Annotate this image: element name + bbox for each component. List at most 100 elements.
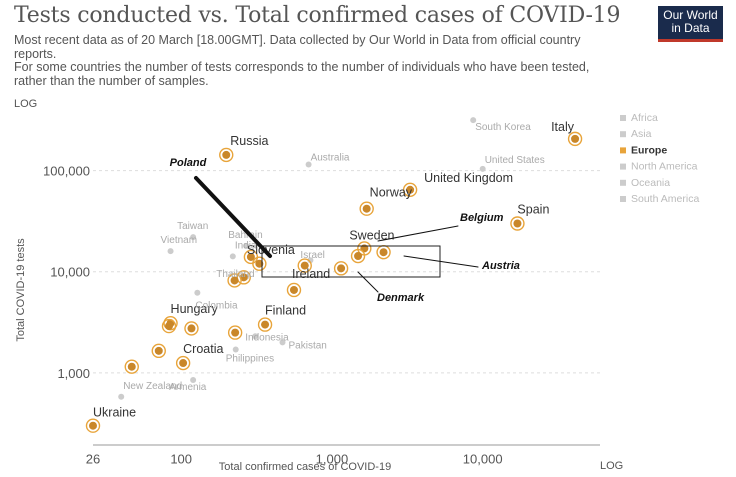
label-thailand-32: Thailand (216, 269, 254, 280)
y-tick-1-000: 1,000 (57, 366, 90, 381)
legend-item-oceania: Oceania (631, 177, 670, 189)
point-europe-unlabelled-14 (230, 276, 239, 285)
point-ring-norway-3 (359, 201, 374, 216)
point-taiwan-27 (190, 234, 197, 241)
legend-item-europe: Europe (631, 144, 667, 156)
y-tick-10-000: 10,000 (50, 265, 90, 280)
point-ring-italy-0 (567, 131, 583, 147)
legend-swatch-oceania (620, 179, 626, 186)
x-axis-label: Total confirmed cases of COVID-19 (219, 461, 391, 473)
annotation-poland: Poland (170, 157, 207, 169)
label-new-zealand-38: New Zealand (123, 381, 182, 392)
label-russia-1: Russia (230, 134, 268, 148)
logo-line-2: in Data (671, 21, 710, 35)
x-tick-10-000: 10,000 (463, 452, 503, 467)
point-colombia-33 (194, 289, 201, 296)
point-norway-3 (362, 204, 371, 213)
label-united-kingdom-2: United Kingdom (424, 171, 513, 185)
legend-swatch-north-america (620, 163, 626, 170)
point-ring-ireland-12 (286, 282, 302, 298)
label-armenia-37: Armenia (169, 382, 207, 393)
chart-title: Tests conducted vs. Total confirmed case… (14, 3, 621, 28)
label-vietnam-28: Vietnam (161, 235, 198, 246)
chart-subtitle: Most recent data as of 20 March [18.00GM… (14, 33, 614, 88)
annotation-arrow-poland (194, 176, 272, 258)
point-india-29 (229, 253, 236, 260)
europe-points (85, 131, 583, 433)
logo-line-1: Our World (663, 8, 718, 22)
point-ring-europe-unlabelled-13 (236, 270, 251, 285)
y-axis-label: Total COVID-19 tests (15, 238, 27, 342)
point-ring-ukraine-23 (85, 418, 101, 433)
point-vietnam-28 (167, 248, 174, 255)
annotations: Poland Belgium Austria Denmark (170, 157, 520, 304)
point-europe-unlabelled-16 (231, 328, 240, 337)
point-ring-belgium-7 (350, 248, 366, 264)
annotation-belgium: Belgium (460, 212, 504, 224)
label-croatia-21: Croatia (183, 342, 223, 356)
point-ring-spain-4 (510, 216, 525, 231)
point-ring-croatia-21 (175, 355, 191, 371)
legend[interactable]: Africa Asia Europe North America Oceania Sout… (620, 112, 699, 205)
point-ring-europe-unlabelled-19 (184, 321, 199, 336)
label-sweden-5: Sweden (349, 228, 394, 242)
point-finland-15 (261, 320, 270, 329)
point-ring-united-kingdom-2 (402, 182, 418, 198)
point-europe-unlabelled-22 (127, 362, 136, 371)
point-europe-unlabelled-20 (154, 346, 163, 355)
point-russia-1 (222, 150, 231, 159)
point-ring-finland-15 (257, 317, 273, 332)
label-ireland-12: Ireland (292, 267, 330, 281)
point-denmark-8 (337, 264, 346, 273)
label-south-korea-24: South Korea (475, 122, 531, 133)
point-ring-europe-unlabelled-16 (227, 325, 243, 340)
point-ring-europe-unlabelled-20 (151, 343, 166, 359)
legend-swatch-south-america (620, 196, 626, 202)
label-ukraine-23: Ukraine (93, 406, 136, 420)
point-ring-denmark-8 (333, 261, 349, 276)
label-taiwan-27: Taiwan (177, 221, 208, 232)
point-australia-25 (305, 161, 312, 168)
legend-swatch-europe (620, 147, 626, 154)
point-europe-unlabelled-11 (300, 261, 309, 270)
owid-logo[interactable]: Our World in Data (658, 6, 723, 42)
axes: 26 100 1,000 10,000 1,000 10,000 100,000 Total … (14, 98, 623, 473)
point-slovenia-9 (246, 252, 255, 261)
point-ring-russia-1 (219, 147, 234, 163)
x-tick-100: 100 (170, 452, 192, 467)
annotation-arrow-denmark (357, 271, 379, 293)
point-south-korea-24 (470, 117, 477, 124)
legend-item-south-america: South America (631, 193, 699, 205)
label-italy-0: Italy (551, 120, 575, 134)
point-indonesia-34 (252, 333, 259, 340)
x-tick-26: 26 (86, 452, 100, 467)
annotation-arrow-belgium (377, 225, 459, 242)
point-new-zealand-38 (118, 393, 125, 400)
label-hungary-17: Hungary (171, 302, 219, 316)
point-armenia-37 (190, 376, 197, 383)
label-finland-15: Finland (265, 304, 306, 318)
x-scale-label: LOG (600, 460, 623, 472)
label-india-29: India (235, 240, 257, 251)
label-indonesia-34: Indonesia (245, 332, 289, 343)
label-australia-25: Australia (311, 152, 350, 163)
annotation-denmark: Denmark (377, 292, 425, 304)
point-ring-poland-10 (252, 256, 267, 271)
label-united-states-26: United States (485, 155, 545, 166)
point-bahrain-30 (243, 242, 250, 249)
annotation-austria: Austria (481, 260, 520, 272)
point-spain-4 (513, 219, 522, 228)
point-europe-unlabelled-19 (187, 324, 196, 333)
point-poland-10 (255, 259, 264, 268)
point-belgium-7 (354, 252, 363, 261)
point-united-states-26 (479, 165, 486, 172)
label-pakistan-35: Pakistan (289, 340, 327, 351)
point-israel-31 (307, 257, 314, 264)
legend-item-asia: Asia (631, 128, 652, 140)
legend-item-north-america: North America (631, 161, 698, 173)
point-ireland-12 (289, 285, 298, 294)
point-pakistan-35 (279, 339, 286, 346)
point-austria-6 (379, 248, 388, 257)
label-spain-4: Spain (517, 202, 549, 216)
